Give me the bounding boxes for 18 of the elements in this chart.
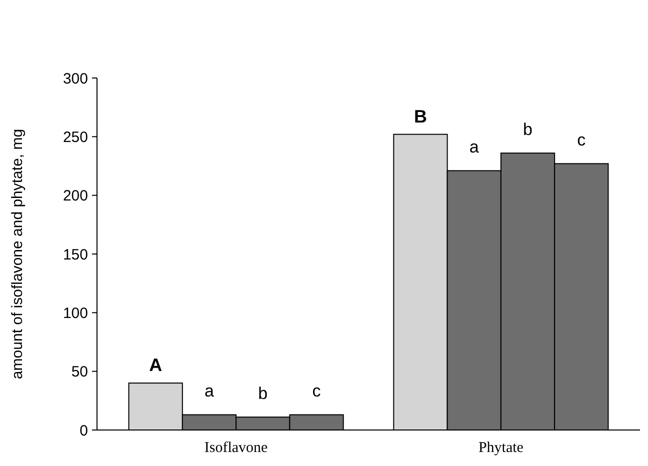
annotation: B <box>414 106 427 126</box>
y-axis-title: amount of isoflavone and phytate, mg <box>9 128 26 380</box>
annotation: A <box>149 355 162 376</box>
y-tick-label: 200 <box>62 188 88 205</box>
annotation: c <box>312 382 322 401</box>
annotation: a <box>469 138 480 157</box>
y-tick-label: 100 <box>62 304 88 322</box>
y-tick-label: 300 <box>62 70 88 88</box>
x-tick-label: Isoflavone <box>204 440 268 456</box>
y-tick-label: 250 <box>62 128 88 146</box>
y-tick-label: 50 <box>71 364 88 381</box>
annotation: b <box>258 384 268 404</box>
annotation: c <box>577 130 586 150</box>
y-tick-label: 150 <box>62 246 88 264</box>
annotation: a <box>204 382 215 401</box>
annotation: b <box>523 120 532 140</box>
y-tick-label: 0 <box>80 422 88 440</box>
x-tick-label: Phytate <box>478 440 524 456</box>
